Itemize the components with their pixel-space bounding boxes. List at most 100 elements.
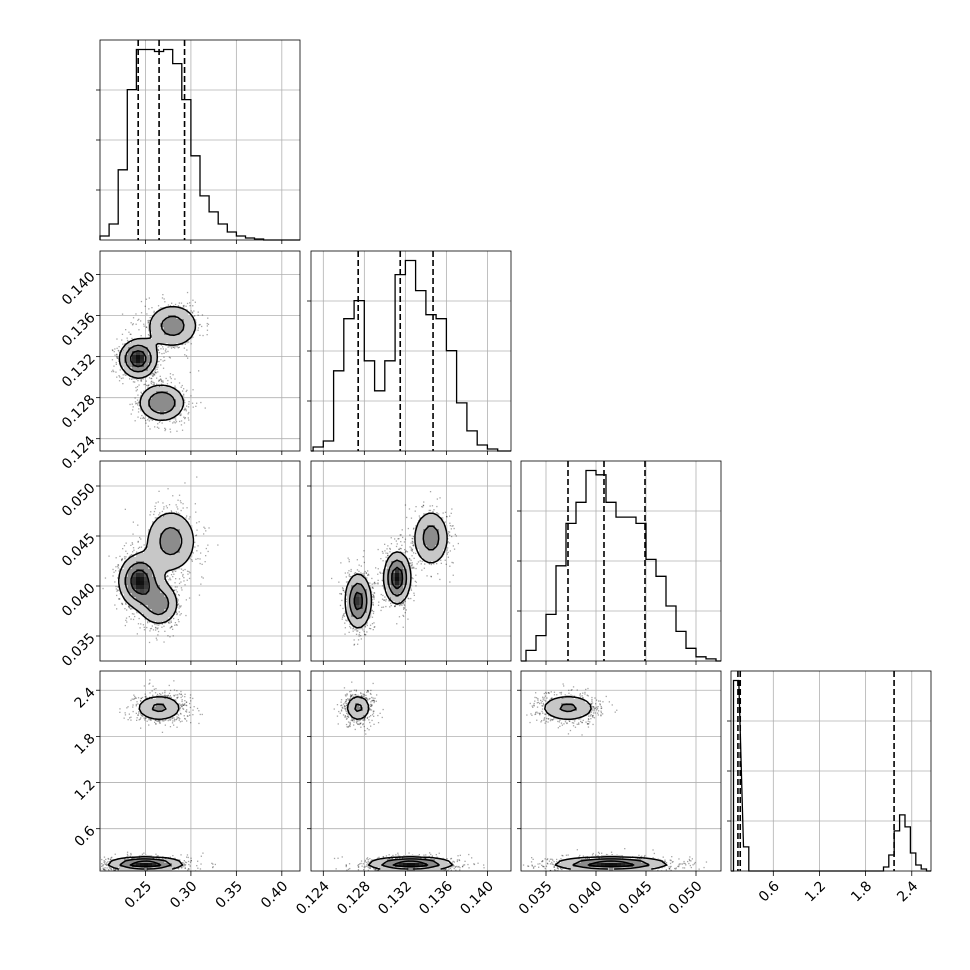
density-cell — [140, 351, 145, 356]
density-cell — [176, 537, 181, 542]
sample-point — [118, 350, 120, 352]
sample-point — [188, 518, 190, 520]
sample-point — [153, 371, 156, 373]
sample-point — [175, 504, 177, 506]
density-cell — [144, 395, 149, 400]
density-cell — [144, 339, 149, 344]
density-cell — [160, 315, 165, 320]
density-cell — [164, 565, 169, 570]
density-cell — [160, 585, 165, 590]
sample-point — [368, 574, 370, 576]
density-cell — [188, 533, 193, 538]
density-cell — [148, 541, 153, 546]
density-cell — [132, 347, 137, 352]
sample-point — [184, 354, 186, 356]
sample-point — [173, 617, 175, 620]
sample-point — [165, 348, 167, 350]
sample-point — [163, 298, 165, 300]
sample-point — [158, 379, 160, 381]
sample-point — [143, 626, 145, 628]
sample-point — [381, 606, 383, 608]
sample-point — [373, 596, 375, 598]
sample-point — [117, 589, 119, 592]
sample-point — [168, 579, 170, 581]
sample-point — [183, 393, 185, 395]
sample-point — [365, 572, 367, 574]
sample-point — [168, 622, 170, 624]
sample-point — [169, 636, 171, 638]
density-cell — [136, 573, 141, 578]
sample-point — [132, 409, 134, 411]
density-cell — [168, 335, 173, 340]
density-cell — [180, 525, 185, 530]
density-cell — [156, 553, 161, 558]
sample-point — [167, 635, 169, 637]
density-cell — [124, 597, 129, 602]
density-cell — [168, 613, 173, 618]
sample-point — [188, 570, 190, 573]
sample-point — [114, 354, 116, 356]
density-cell — [172, 597, 177, 602]
sample-point — [160, 620, 162, 623]
density-cell — [156, 331, 161, 336]
sample-point — [372, 612, 375, 615]
density-cell — [160, 613, 165, 618]
sample-point — [188, 419, 190, 421]
sample-point — [112, 568, 114, 571]
density-cell — [136, 371, 141, 376]
density-cell — [168, 589, 173, 594]
histogram-2 — [517, 461, 721, 662]
sample-point — [138, 546, 141, 548]
sample-point — [157, 634, 159, 636]
sample-point — [116, 356, 118, 358]
sample-point — [160, 348, 162, 350]
density-cell — [152, 581, 157, 586]
density-cell — [156, 311, 161, 316]
density-cell — [152, 549, 157, 554]
density-cell — [156, 387, 161, 392]
sample-point — [154, 367, 156, 370]
density-cell — [168, 387, 173, 392]
density-cell — [168, 411, 173, 416]
sample-point — [167, 379, 169, 382]
density-cell — [148, 545, 153, 550]
sample-point — [147, 385, 149, 387]
sample-point — [157, 630, 160, 633]
density-cell — [164, 589, 169, 594]
density-cell — [148, 367, 153, 372]
sample-point — [164, 630, 166, 632]
sample-point — [154, 508, 156, 510]
sample-point — [340, 593, 342, 595]
sample-point — [147, 322, 149, 324]
sample-point — [147, 320, 149, 322]
density-cell — [160, 517, 165, 522]
sample-point — [204, 407, 206, 409]
sample-point — [121, 603, 123, 605]
sample-point — [180, 572, 183, 574]
sample-point — [198, 521, 200, 523]
panel-frame-0-0 — [99, 39, 301, 241]
density-cell — [144, 597, 149, 602]
sample-point — [182, 575, 184, 577]
sample-point — [119, 376, 121, 378]
sample-point — [186, 579, 188, 581]
sample-point — [115, 588, 117, 590]
density-cell — [156, 545, 161, 550]
sample-point — [197, 329, 199, 331]
sample-point — [153, 383, 155, 385]
sample-point — [158, 380, 160, 382]
sample-point — [112, 369, 114, 371]
density-cell — [156, 315, 161, 320]
sample-point — [340, 593, 343, 595]
sample-point — [147, 321, 150, 323]
density-cell — [152, 525, 157, 530]
sample-point — [115, 557, 117, 559]
sample-point — [410, 547, 412, 549]
sample-point — [185, 390, 187, 393]
sample-point — [135, 390, 137, 392]
density-cell — [180, 323, 185, 328]
sample-point — [168, 620, 171, 622]
density-cell — [160, 537, 165, 542]
density-cell — [156, 577, 161, 582]
density-cell — [176, 407, 181, 412]
